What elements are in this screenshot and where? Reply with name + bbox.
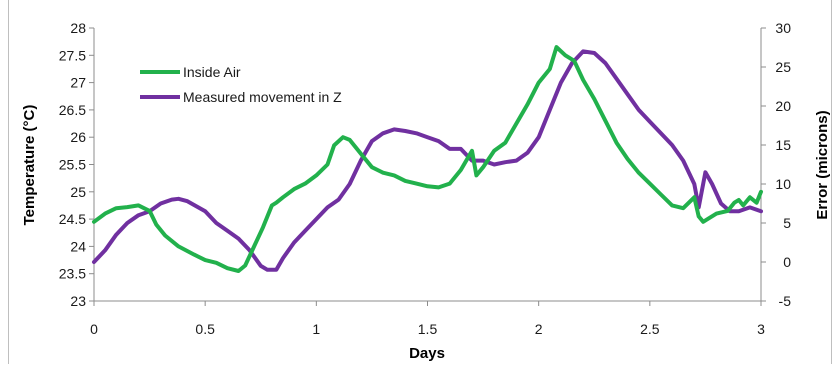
chart-frame [8, 0, 832, 364]
x-tick-label: 1 [312, 321, 320, 337]
y-tick-label-right: 15 [775, 137, 791, 153]
series-line-measured-movement-z [92, 49, 763, 272]
y-tick-label-left: 28 [70, 20, 86, 36]
legend-label-inside-air: Inside Air [183, 64, 241, 80]
legend: Inside Air Measured movement in Z [140, 64, 342, 105]
y-tick-label-left: 25.5 [59, 157, 86, 173]
y-axis-title-left: Temperature (°C) [21, 105, 38, 226]
y-tick-label-left: 25 [70, 184, 86, 200]
y-tick-label-right: -5 [779, 293, 792, 309]
y-tick-label-right: 30 [775, 20, 791, 36]
y-tick-label-right: 10 [775, 176, 791, 192]
y-tick-label-right: 0 [783, 254, 791, 270]
x-tick-label: 2 [535, 321, 543, 337]
y-tick-label-left: 24 [70, 238, 86, 254]
x-tick-label: 0 [90, 321, 98, 337]
x-axis-title: Days [409, 345, 445, 362]
y-tick-label-left: 26 [70, 129, 86, 145]
legend-label-measured-movement: Measured movement in Z [183, 89, 342, 105]
x-tick-label: 0.5 [195, 321, 215, 337]
y-tick-label-left: 26.5 [59, 102, 86, 118]
y-tick-label-right: 20 [775, 98, 791, 114]
y-tick-label-left: 24.5 [59, 211, 86, 227]
y-tick-label-right: 5 [783, 215, 791, 231]
y-tick-label-left: 27.5 [59, 47, 86, 63]
y-tick-label-left: 23.5 [59, 266, 86, 282]
y-tick-label-left: 27 [70, 75, 86, 91]
series-layer [92, 45, 763, 273]
axes: 2323.52424.52525.52626.52727.528-5051015… [59, 20, 791, 337]
x-tick-label: 3 [757, 321, 765, 337]
y-tick-label-right: 25 [775, 59, 791, 75]
x-tick-label: 1.5 [418, 321, 438, 337]
y-axis-title-right: Error (microns) [814, 110, 831, 219]
series-line-inside-air [92, 45, 763, 273]
x-tick-label: 2.5 [640, 321, 660, 337]
y-tick-label-left: 23 [70, 293, 86, 309]
